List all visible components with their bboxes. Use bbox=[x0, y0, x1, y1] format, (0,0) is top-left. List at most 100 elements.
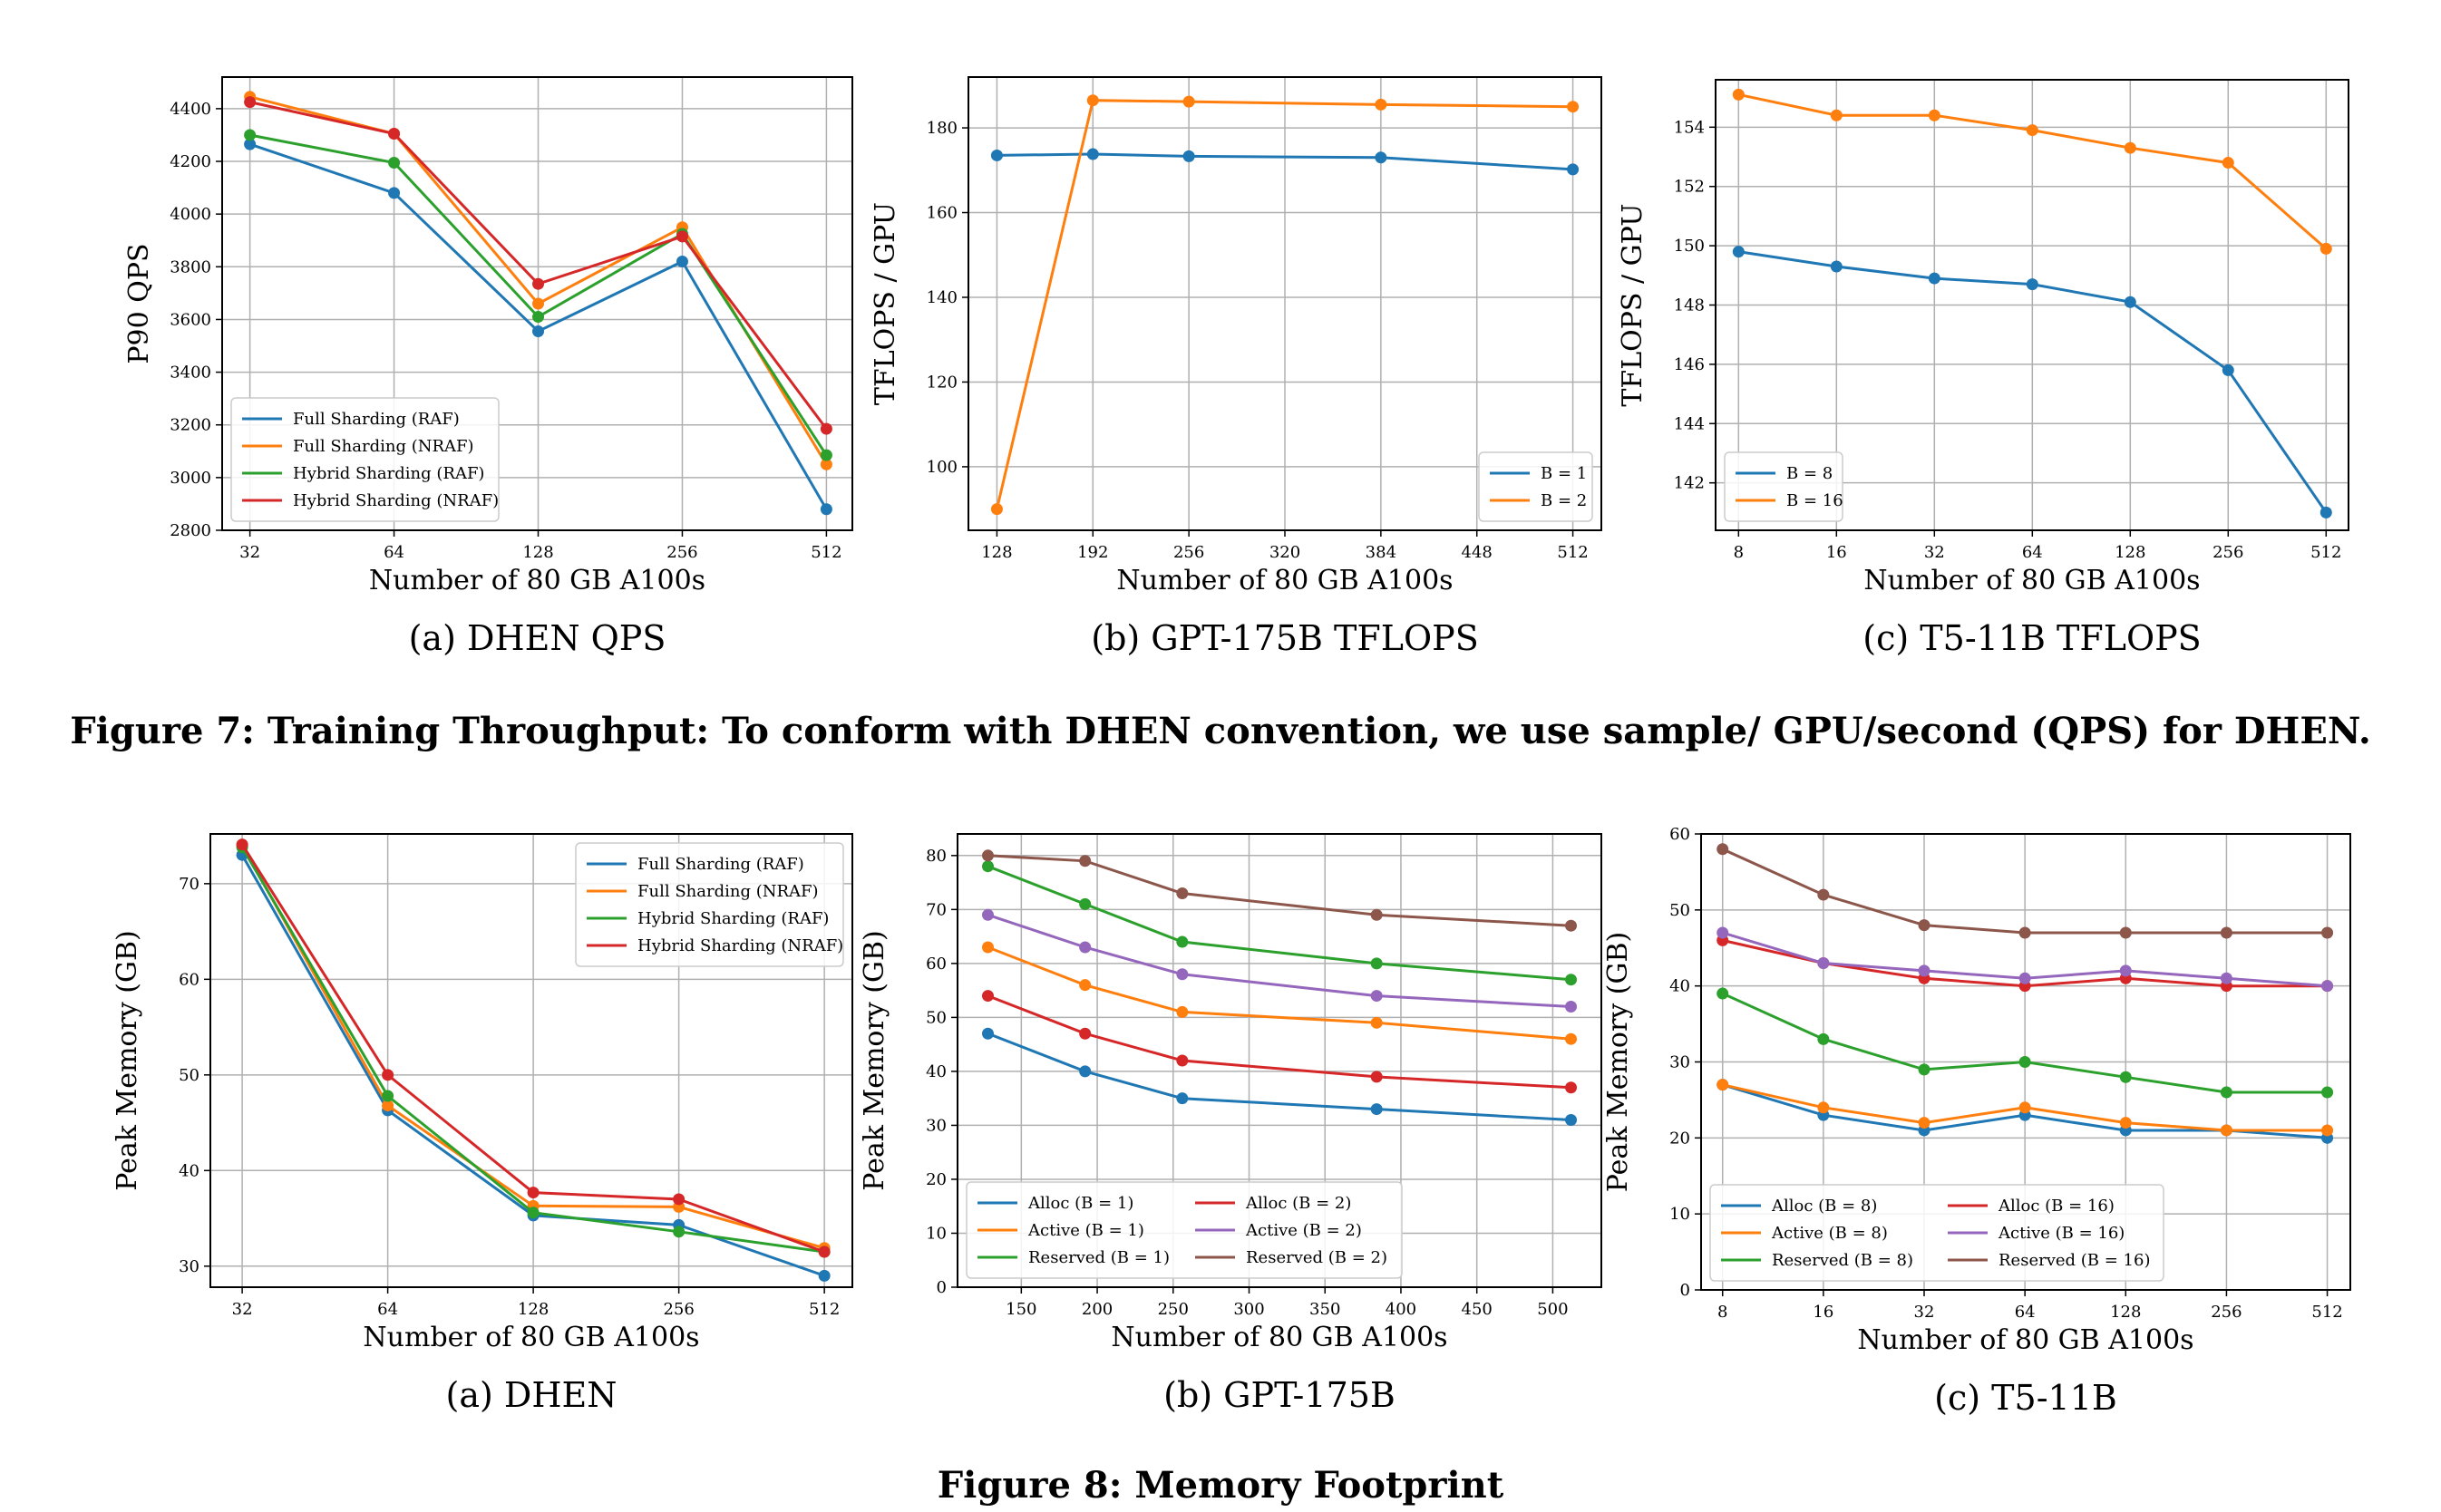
plot-frame bbox=[1700, 833, 2351, 1291]
legend: Alloc (B = 8) Active (B = 8) Reserved (B =… bbox=[1709, 1184, 2164, 1282]
data-point-b-8 bbox=[1928, 272, 1940, 285]
data-point-b-1 bbox=[1086, 148, 1099, 160]
legend-entry: B = 2 bbox=[1541, 491, 1587, 510]
data-point-active-b-8 bbox=[1918, 1117, 1930, 1129]
y-tick-label: 3600 bbox=[170, 310, 211, 329]
data-point-b-1 bbox=[1567, 163, 1580, 176]
data-point-reserved-b-1 bbox=[1176, 935, 1189, 948]
legend-entry: Hybrid Sharding (NRAF) bbox=[293, 491, 499, 510]
legend: B = 1 B = 2 bbox=[1478, 451, 1593, 522]
legend-frame bbox=[966, 1181, 1403, 1279]
legend-entry: Full Sharding (NRAF) bbox=[293, 437, 474, 456]
legend-entry: B = 16 bbox=[1786, 491, 1843, 510]
y-axis-label: Peak Memory (GB) bbox=[1602, 932, 1634, 1192]
x-tick-label: 64 bbox=[377, 1300, 398, 1319]
legend-entry: B = 1 bbox=[1541, 464, 1587, 483]
y-tick-label: 4400 bbox=[170, 100, 211, 119]
data-point-b-8 bbox=[1732, 246, 1745, 258]
y-tick-label: 120 bbox=[927, 373, 958, 392]
y-tick-label: 142 bbox=[1674, 474, 1705, 493]
legend-entry: Hybrid Sharding (RAF) bbox=[293, 464, 484, 483]
data-point-active-b-8 bbox=[2018, 1101, 2031, 1114]
x-axis-label: Number of 80 GB A100s bbox=[1111, 1322, 1447, 1353]
x-axis-label: Number of 80 GB A100s bbox=[1116, 565, 1453, 596]
subcaption: (b) GPT-175B bbox=[1163, 1375, 1396, 1415]
data-point-b-16 bbox=[1732, 88, 1745, 101]
subcaption: (a) DHEN bbox=[446, 1375, 618, 1415]
x-tick-label: 256 bbox=[666, 543, 697, 562]
data-point-reserved-b-2 bbox=[1370, 908, 1383, 921]
y-tick-label: 152 bbox=[1674, 178, 1705, 197]
data-point-reserved-b-8 bbox=[1918, 1063, 1930, 1076]
y-tick-label: 40 bbox=[1669, 977, 1690, 996]
y-tick-label: 3000 bbox=[170, 469, 211, 488]
data-point-hybrid-sharding-raf bbox=[820, 449, 832, 461]
x-tick-label: 350 bbox=[1309, 1300, 1340, 1319]
data-point-full-sharding-raf bbox=[820, 503, 832, 516]
x-tick-label: 128 bbox=[2110, 1303, 2141, 1322]
data-point-active-b-16 bbox=[1918, 964, 1930, 977]
legend-entry: Alloc (B = 1) bbox=[1027, 1194, 1133, 1213]
series-line-alloc-b-1 bbox=[987, 1032, 1571, 1121]
data-point-b-16 bbox=[2319, 242, 2332, 255]
data-point-b-8 bbox=[2026, 278, 2038, 291]
y-tick-label: 50 bbox=[926, 1008, 947, 1027]
y-tick-label: 10 bbox=[1669, 1205, 1690, 1224]
x-tick-label: 16 bbox=[1826, 543, 1847, 562]
series-line-active-b-2 bbox=[987, 913, 1571, 1008]
data-point-active-b-1 bbox=[981, 941, 994, 954]
chart-gpt175b-memory: 150 200 250 300 350 400 450 500 0 10 20 30 40 50 60 70 8… bbox=[859, 833, 1602, 1415]
data-point-reserved-b-16 bbox=[1918, 919, 1930, 932]
data-point-reserved-b-2 bbox=[1079, 855, 1092, 867]
x-tick-label: 32 bbox=[1914, 1303, 1935, 1322]
data-point-reserved-b-16 bbox=[2220, 926, 2232, 939]
x-tick-label: 256 bbox=[2211, 1303, 2242, 1322]
legend-entry: Reserved (B = 8) bbox=[1772, 1251, 1913, 1270]
data-point-hybrid-sharding-nraf bbox=[676, 230, 688, 243]
y-axis-label: TFLOPS / GPU bbox=[1617, 203, 1648, 406]
data-point-hybrid-sharding-nraf bbox=[236, 838, 248, 851]
data-point-full-sharding-raf bbox=[818, 1269, 831, 1282]
x-tick-label: 32 bbox=[239, 543, 260, 562]
data-point-b-16 bbox=[2124, 141, 2136, 154]
x-tick-label: 256 bbox=[1173, 543, 1204, 562]
y-tick-label: 40 bbox=[926, 1062, 947, 1081]
data-point-reserved-b-8 bbox=[2018, 1056, 2031, 1068]
data-point-active-b-16 bbox=[2119, 964, 2132, 977]
data-point-active-b-2 bbox=[1370, 990, 1383, 1003]
data-point-reserved-b-8 bbox=[2321, 1086, 2334, 1099]
legend-entry: Reserved (B = 2) bbox=[1246, 1248, 1387, 1267]
data-point-active-b-1 bbox=[1370, 1016, 1383, 1029]
data-point-reserved-b-2 bbox=[1176, 887, 1189, 899]
x-tick-label: 512 bbox=[809, 1300, 840, 1319]
x-tick-label: 8 bbox=[1734, 543, 1744, 562]
data-point-hybrid-sharding-nraf bbox=[673, 1193, 686, 1206]
x-tick-label: 128 bbox=[522, 543, 553, 562]
x-tick-label: 200 bbox=[1082, 1300, 1113, 1319]
data-point-b-8 bbox=[2222, 363, 2234, 376]
legend-frame bbox=[1478, 451, 1593, 522]
y-tick-label: 50 bbox=[179, 1066, 199, 1085]
data-point-b-8 bbox=[2319, 506, 2332, 519]
data-point-active-b-8 bbox=[2119, 1117, 2132, 1129]
y-tick-label: 30 bbox=[926, 1116, 947, 1135]
y-tick-label: 70 bbox=[926, 900, 947, 919]
y-tick-label: 60 bbox=[926, 955, 947, 974]
plot-frame bbox=[221, 76, 853, 531]
data-point-active-b-16 bbox=[2321, 980, 2334, 993]
x-tick-label: 32 bbox=[1924, 543, 1945, 562]
x-tick-label: 512 bbox=[811, 543, 841, 562]
legend: Alloc (B = 1) Active (B = 1) Reserved (B =… bbox=[966, 1181, 1403, 1279]
y-tick-label: 3800 bbox=[170, 257, 211, 276]
data-point-reserved-b-1 bbox=[1079, 897, 1092, 910]
x-tick-label: 250 bbox=[1158, 1300, 1189, 1319]
data-point-b-16 bbox=[1928, 109, 1940, 121]
legend-entry: Active (B = 16) bbox=[1998, 1224, 2125, 1243]
data-point-active-b-8 bbox=[2321, 1124, 2334, 1137]
data-point-reserved-b-16 bbox=[2119, 926, 2132, 939]
x-tick-label: 320 bbox=[1269, 543, 1300, 562]
y-tick-label: 140 bbox=[927, 288, 958, 307]
legend-entry: Active (B = 1) bbox=[1027, 1221, 1144, 1240]
x-tick-label: 450 bbox=[1462, 1300, 1493, 1319]
